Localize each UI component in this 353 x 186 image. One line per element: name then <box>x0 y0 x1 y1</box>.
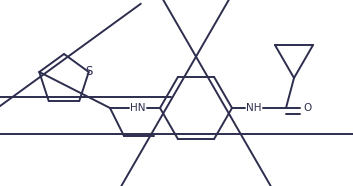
Text: S: S <box>85 65 92 78</box>
Text: HN: HN <box>130 103 146 113</box>
Text: O: O <box>304 103 312 113</box>
Text: NH: NH <box>246 103 262 113</box>
